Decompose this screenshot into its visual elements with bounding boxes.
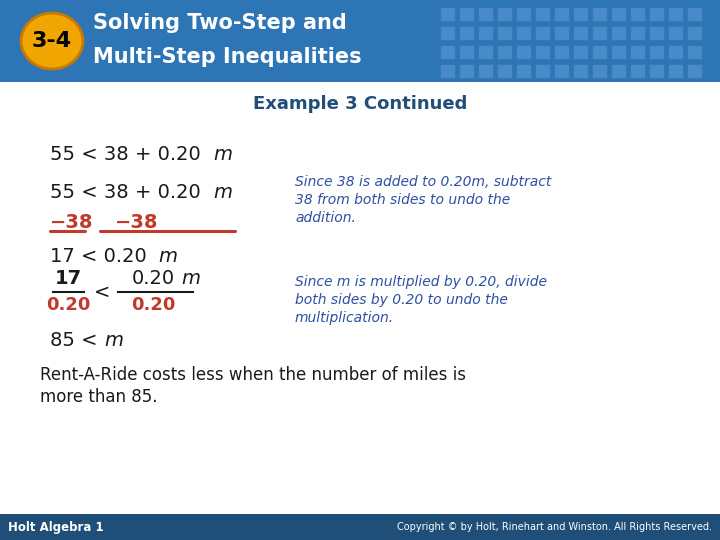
Bar bbox=[440, 7, 455, 21]
Bar bbox=[668, 26, 683, 40]
Text: 3-4: 3-4 bbox=[32, 31, 72, 51]
Bar bbox=[573, 7, 588, 21]
Bar bbox=[554, 64, 569, 78]
Bar bbox=[459, 26, 474, 40]
Text: <: < bbox=[94, 282, 110, 301]
Bar bbox=[573, 64, 588, 78]
Bar bbox=[573, 45, 588, 59]
Text: 17 < 0.20: 17 < 0.20 bbox=[50, 247, 147, 267]
Text: both sides by 0.20 to undo the: both sides by 0.20 to undo the bbox=[295, 293, 508, 307]
Bar bbox=[611, 7, 626, 21]
Bar bbox=[459, 64, 474, 78]
Bar bbox=[478, 45, 493, 59]
Bar bbox=[478, 64, 493, 78]
Bar bbox=[516, 45, 531, 59]
Bar bbox=[516, 7, 531, 21]
Bar bbox=[592, 7, 607, 21]
Bar bbox=[649, 64, 664, 78]
Text: Solving Two-Step and: Solving Two-Step and bbox=[93, 13, 347, 33]
Bar bbox=[535, 26, 550, 40]
Text: 0.20: 0.20 bbox=[131, 296, 175, 314]
Bar bbox=[611, 64, 626, 78]
Text: 55 < 38 + 0.20: 55 < 38 + 0.20 bbox=[50, 183, 201, 201]
Bar bbox=[668, 64, 683, 78]
Bar bbox=[497, 45, 512, 59]
Bar bbox=[611, 45, 626, 59]
Bar bbox=[687, 26, 702, 40]
Bar bbox=[478, 7, 493, 21]
Text: more than 85.: more than 85. bbox=[40, 388, 158, 406]
Bar bbox=[630, 64, 645, 78]
Text: Example 3 Continued: Example 3 Continued bbox=[253, 95, 467, 113]
Bar bbox=[687, 45, 702, 59]
Bar bbox=[687, 64, 702, 78]
Bar bbox=[668, 7, 683, 21]
Bar bbox=[554, 7, 569, 21]
Bar bbox=[668, 45, 683, 59]
Bar bbox=[497, 26, 512, 40]
Bar bbox=[0, 0, 720, 82]
Text: 0.20: 0.20 bbox=[46, 296, 90, 314]
Bar bbox=[630, 26, 645, 40]
Bar bbox=[459, 7, 474, 21]
Text: −38: −38 bbox=[115, 213, 158, 232]
Bar bbox=[535, 64, 550, 78]
Bar bbox=[611, 26, 626, 40]
Bar bbox=[687, 7, 702, 21]
Bar bbox=[554, 45, 569, 59]
Bar bbox=[554, 26, 569, 40]
Text: m: m bbox=[213, 145, 232, 165]
Bar bbox=[516, 64, 531, 78]
Bar bbox=[497, 7, 512, 21]
Bar bbox=[497, 64, 512, 78]
Text: −38: −38 bbox=[50, 213, 94, 232]
Bar bbox=[535, 45, 550, 59]
Text: 17: 17 bbox=[55, 269, 81, 288]
Bar bbox=[630, 7, 645, 21]
Bar bbox=[592, 26, 607, 40]
Bar bbox=[649, 45, 664, 59]
Text: multiplication.: multiplication. bbox=[295, 311, 394, 325]
Text: m: m bbox=[104, 330, 123, 349]
Text: Holt Algebra 1: Holt Algebra 1 bbox=[8, 521, 104, 534]
Bar bbox=[440, 45, 455, 59]
Bar bbox=[0, 514, 720, 540]
Text: m: m bbox=[181, 269, 200, 288]
Bar bbox=[592, 45, 607, 59]
Bar bbox=[592, 64, 607, 78]
Text: Since 38 is added to 0.20m, subtract: Since 38 is added to 0.20m, subtract bbox=[295, 175, 552, 189]
Text: Multi-Step Inequalities: Multi-Step Inequalities bbox=[93, 47, 361, 67]
Text: addition.: addition. bbox=[295, 211, 356, 225]
Text: 0.20: 0.20 bbox=[132, 269, 174, 288]
Bar bbox=[649, 7, 664, 21]
Ellipse shape bbox=[21, 13, 83, 69]
Text: Copyright © by Holt, Rinehart and Winston. All Rights Reserved.: Copyright © by Holt, Rinehart and Winsto… bbox=[397, 522, 712, 532]
Bar bbox=[478, 26, 493, 40]
Bar bbox=[459, 45, 474, 59]
Text: 55 < 38 + 0.20: 55 < 38 + 0.20 bbox=[50, 145, 201, 165]
Bar bbox=[440, 64, 455, 78]
Bar bbox=[440, 26, 455, 40]
Text: 85 <: 85 < bbox=[50, 330, 104, 349]
Bar bbox=[649, 26, 664, 40]
Bar bbox=[573, 26, 588, 40]
Text: m: m bbox=[213, 183, 232, 201]
Bar bbox=[630, 45, 645, 59]
Bar bbox=[516, 26, 531, 40]
Text: m: m bbox=[158, 247, 177, 267]
Bar bbox=[535, 7, 550, 21]
Text: 38 from both sides to undo the: 38 from both sides to undo the bbox=[295, 193, 510, 207]
Text: Since m is multiplied by 0.20, divide: Since m is multiplied by 0.20, divide bbox=[295, 275, 547, 289]
Text: Rent-A-Ride costs less when the number of miles is: Rent-A-Ride costs less when the number o… bbox=[40, 366, 466, 384]
